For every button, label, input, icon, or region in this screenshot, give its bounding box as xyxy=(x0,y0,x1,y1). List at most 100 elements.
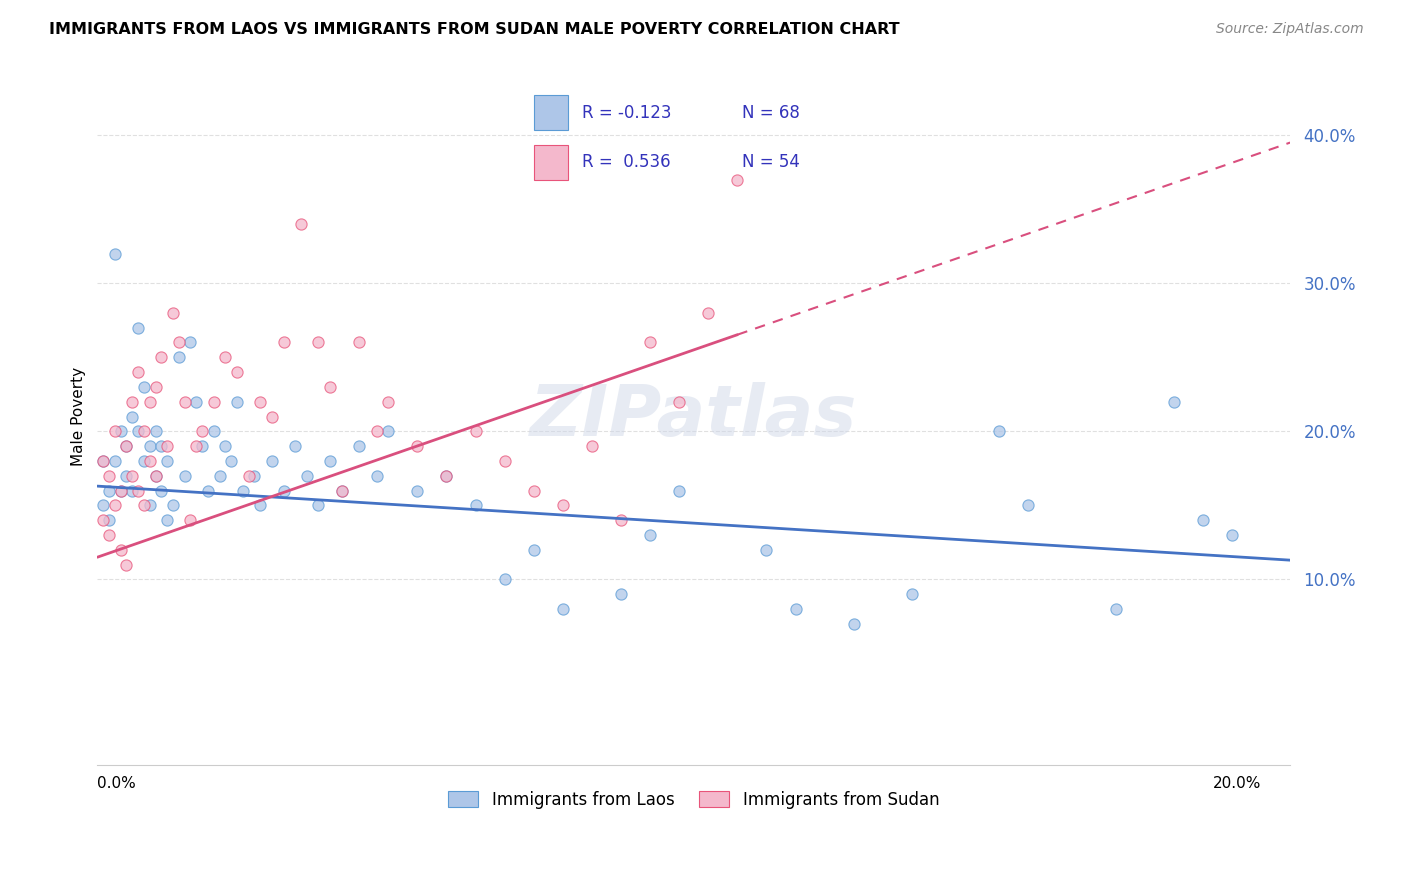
Point xyxy=(98,483,121,498)
Point xyxy=(464,425,486,439)
Point xyxy=(238,468,260,483)
Point xyxy=(638,528,661,542)
Point xyxy=(104,499,127,513)
Point xyxy=(145,425,167,439)
Point xyxy=(406,483,429,498)
Point xyxy=(138,394,160,409)
Point xyxy=(138,499,160,513)
Point xyxy=(179,335,201,350)
Point xyxy=(668,394,690,409)
Point xyxy=(91,499,114,513)
Point xyxy=(260,454,283,468)
Point xyxy=(249,394,271,409)
Y-axis label: Male Poverty: Male Poverty xyxy=(72,367,86,467)
Point xyxy=(150,483,173,498)
Point xyxy=(290,217,312,231)
Point xyxy=(91,454,114,468)
Point xyxy=(110,483,132,498)
Point xyxy=(1192,513,1215,527)
Point xyxy=(307,335,329,350)
Point xyxy=(110,483,132,498)
Point xyxy=(668,483,690,498)
Point xyxy=(127,365,149,379)
Legend: Immigrants from Laos, Immigrants from Sudan: Immigrants from Laos, Immigrants from Su… xyxy=(441,784,946,815)
Point xyxy=(219,454,242,468)
Text: 0.0%: 0.0% xyxy=(97,776,136,791)
Point xyxy=(436,468,458,483)
Point xyxy=(464,499,486,513)
Point xyxy=(1163,394,1185,409)
Point xyxy=(98,513,121,527)
Point xyxy=(132,454,155,468)
Point xyxy=(162,306,184,320)
Point xyxy=(347,439,370,453)
Point xyxy=(121,409,143,424)
Point xyxy=(145,380,167,394)
Point xyxy=(638,335,661,350)
Point xyxy=(167,351,190,365)
Point xyxy=(167,335,190,350)
Point xyxy=(191,425,214,439)
Point xyxy=(1220,528,1243,542)
Point xyxy=(115,439,138,453)
Point xyxy=(347,335,370,350)
Point xyxy=(202,425,225,439)
Point xyxy=(173,468,195,483)
Point xyxy=(127,483,149,498)
Point xyxy=(115,558,138,572)
Point xyxy=(436,468,458,483)
Point xyxy=(186,394,208,409)
Point xyxy=(98,468,121,483)
Point xyxy=(1017,499,1039,513)
Point xyxy=(132,425,155,439)
Point xyxy=(208,468,231,483)
Point xyxy=(581,439,603,453)
Point xyxy=(523,542,546,557)
Point xyxy=(295,468,318,483)
Point xyxy=(98,528,121,542)
Point xyxy=(186,439,208,453)
Point xyxy=(842,616,865,631)
Point xyxy=(307,499,329,513)
Point xyxy=(121,468,143,483)
Point xyxy=(551,499,574,513)
Point xyxy=(110,542,132,557)
Point xyxy=(156,454,179,468)
Point xyxy=(494,454,516,468)
Point xyxy=(494,573,516,587)
Point xyxy=(523,483,546,498)
Point xyxy=(330,483,353,498)
Point xyxy=(551,602,574,616)
Point xyxy=(202,394,225,409)
Point xyxy=(138,454,160,468)
Point xyxy=(104,246,127,260)
Point xyxy=(91,513,114,527)
Text: 20.0%: 20.0% xyxy=(1213,776,1261,791)
Point xyxy=(197,483,219,498)
Point xyxy=(319,380,342,394)
Point xyxy=(785,602,807,616)
Point xyxy=(697,306,720,320)
Point xyxy=(91,454,114,468)
Point xyxy=(1104,602,1126,616)
Point xyxy=(755,542,778,557)
Text: IMMIGRANTS FROM LAOS VS IMMIGRANTS FROM SUDAN MALE POVERTY CORRELATION CHART: IMMIGRANTS FROM LAOS VS IMMIGRANTS FROM … xyxy=(49,22,900,37)
Point xyxy=(406,439,429,453)
Point xyxy=(319,454,342,468)
Point xyxy=(725,172,748,186)
Point xyxy=(610,513,633,527)
Point xyxy=(366,425,388,439)
Point xyxy=(366,468,388,483)
Point xyxy=(249,499,271,513)
Point xyxy=(260,409,283,424)
Point xyxy=(110,425,132,439)
Point xyxy=(138,439,160,453)
Point xyxy=(330,483,353,498)
Point xyxy=(226,394,249,409)
Point xyxy=(284,439,307,453)
Point xyxy=(162,499,184,513)
Point xyxy=(150,439,173,453)
Point xyxy=(127,425,149,439)
Point xyxy=(132,499,155,513)
Point xyxy=(173,394,195,409)
